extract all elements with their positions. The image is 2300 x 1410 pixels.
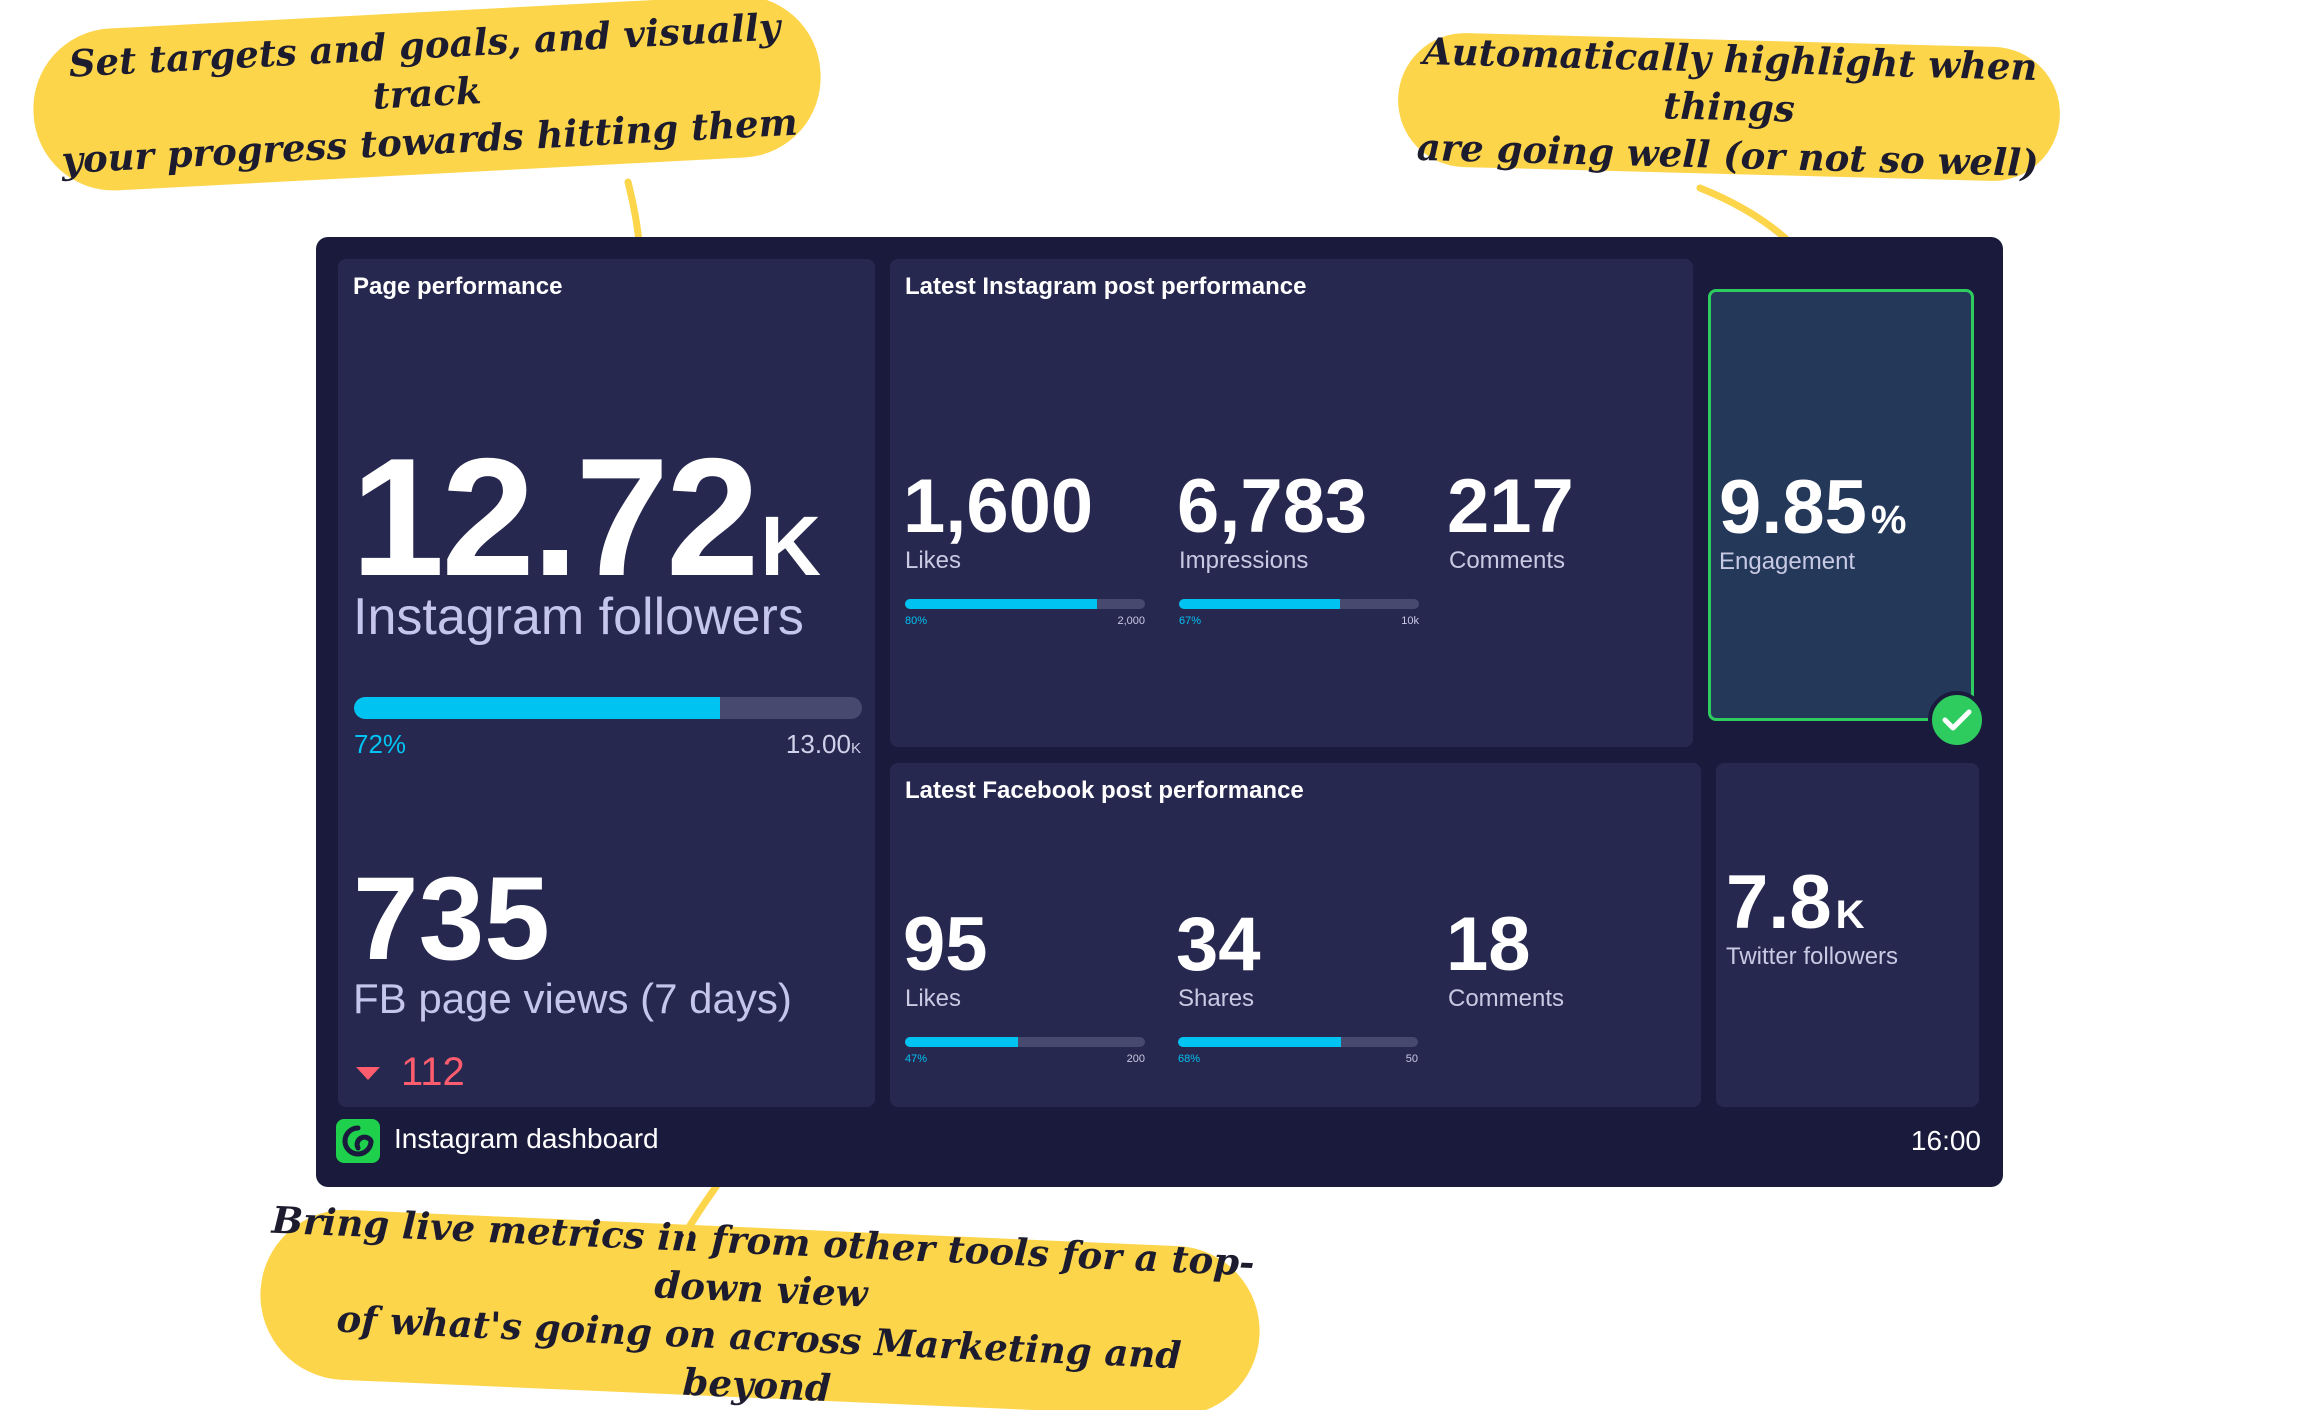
check-circle-icon (1928, 691, 1986, 749)
ig-comments-value: 217 (1447, 464, 1574, 549)
fb-likes-progress-label: 47% (905, 1053, 928, 1065)
instagram-followers-progress-label: 72% (354, 729, 407, 759)
panel-instagram-post: Latest Instagram post performance 1,600 … (890, 259, 1693, 747)
clock-time: 16:00 (1910, 1125, 1981, 1156)
panel-title: Page performance (353, 273, 563, 300)
fb-page-views-value: 735 (353, 853, 550, 985)
panel-facebook-post: Latest Facebook post performance 95 Like… (890, 763, 1701, 1107)
ig-impressions-progress-fill (1179, 599, 1340, 609)
dashboard-title: Instagram dashboard (394, 1123, 659, 1154)
twitter-followers-number: 7.8 (1726, 860, 1832, 945)
dashboard: Page performance 12.72K Instagram follow… (316, 237, 2003, 1187)
ig-likes-value: 1,600 (903, 464, 1094, 549)
fb-likes-label: Likes (905, 985, 962, 1012)
app-logo-icon (336, 1119, 380, 1163)
instagram-followers-target-value: 13.00 (785, 729, 851, 759)
ig-impressions-label: Impressions (1179, 547, 1309, 574)
engagement-number: 9.85 (1719, 465, 1867, 550)
instagram-followers-number: 12.72 (351, 423, 759, 611)
callout-targets-goals-text: Set targets and goals, and visually trac… (60, 4, 799, 183)
fb-likes-progress-bar (905, 1037, 1145, 1047)
instagram-followers-value: 12.72K (351, 421, 821, 614)
ig-likes-label: Likes (905, 547, 962, 574)
panel-title: Latest Facebook post performance (905, 777, 1304, 804)
fb-comments-value: 18 (1446, 902, 1531, 987)
instagram-followers-label: Instagram followers (353, 588, 804, 646)
instagram-followers-progress-fill (354, 697, 720, 719)
ig-likes-progress-label: 80% (905, 615, 928, 627)
ig-impressions-progress-bar (1179, 599, 1419, 609)
fb-comments-label: Comments (1448, 985, 1565, 1012)
fb-page-views-label: FB page views (7 days) (353, 975, 792, 1022)
ig-comments-label: Comments (1449, 547, 1566, 574)
panel-twitter: 7.8 K Twitter followers (1716, 763, 1979, 1107)
fb-page-views-change: 112 (401, 1050, 465, 1094)
fb-likes-value: 95 (903, 902, 988, 987)
panel-title: Latest Instagram post performance (905, 273, 1307, 300)
fb-shares-value: 34 (1176, 902, 1261, 987)
twitter-followers-label: Twitter followers (1726, 943, 1899, 970)
callout-targets-goals: Set targets and goals, and visually trac… (29, 0, 825, 195)
panel-engagement: 9.85% Engagement (1708, 259, 1986, 749)
instagram-followers-unit: K (760, 499, 821, 593)
instagram-followers-progress-bar (354, 697, 862, 719)
fb-likes-progress-fill (905, 1037, 1018, 1047)
callout-auto-highlight: Automatically highlight when things are … (1396, 29, 2062, 185)
twitter-followers-value: 7.8 K (1726, 859, 1865, 946)
fb-shares-progress-label: 68% (1178, 1053, 1201, 1065)
ig-likes-target: 2,000 (1117, 615, 1145, 627)
instagram-followers-target: 13.00K (786, 729, 861, 760)
panel-page-performance: Page performance 12.72K Instagram follow… (338, 259, 875, 1107)
triangle-down-icon (356, 1067, 380, 1080)
ig-impressions-target: 10k (1401, 615, 1419, 627)
fb-shares-progress-bar (1178, 1037, 1418, 1047)
ig-likes-progress-bar (905, 599, 1145, 609)
callout-live-metrics-text: Bring live metrics in from other tools f… (270, 1197, 1256, 1410)
fb-shares-progress-fill (1178, 1037, 1342, 1047)
instagram-followers-target-unit: K (850, 740, 861, 757)
engagement-unit: % (1870, 498, 1907, 542)
fb-likes-target: 200 (1126, 1053, 1145, 1065)
fb-shares-label: Shares (1178, 985, 1255, 1012)
engagement-value: 9.85% (1719, 464, 1907, 551)
engagement-highlight: 9.85% Engagement (1708, 289, 1974, 721)
engagement-label: Engagement (1719, 548, 1856, 575)
fb-shares-target: 50 (1405, 1053, 1418, 1065)
twitter-followers-unit: K (1835, 893, 1865, 937)
ig-impressions-value: 6,783 (1177, 464, 1368, 549)
ig-likes-progress-fill (905, 599, 1097, 609)
ig-impressions-progress-label: 67% (1179, 615, 1202, 627)
callout-auto-highlight-text: Automatically highlight when things are … (1416, 28, 2040, 186)
callout-live-metrics: Bring live metrics in from other tools f… (256, 1198, 1264, 1410)
